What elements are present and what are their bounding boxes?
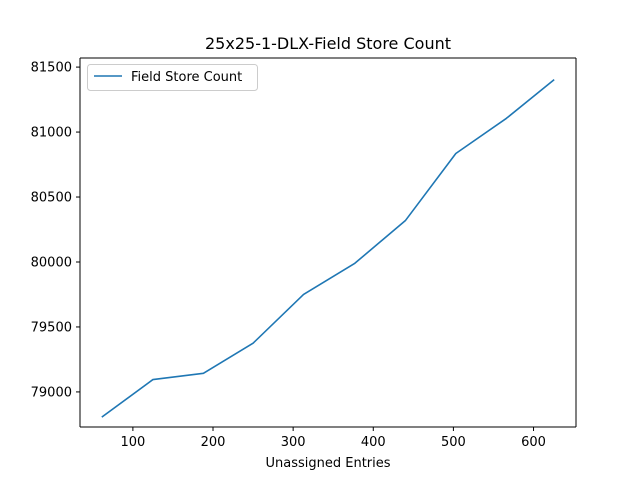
series-line-0 bbox=[101, 78, 555, 418]
y-tick-label: 80000 bbox=[31, 255, 72, 270]
chart-title: 25x25-1-DLX-Field Store Count bbox=[205, 34, 451, 53]
plot-background bbox=[80, 58, 576, 427]
x-tick-label: 300 bbox=[281, 435, 306, 450]
plot-area: 100 200 300 400 500 600 79000 79500 80000 80500 81… bbox=[31, 57, 577, 450]
legend: Field Store Count bbox=[87, 64, 258, 91]
legend-label: Field Store Count bbox=[131, 70, 242, 85]
x-tick-label: 200 bbox=[201, 435, 226, 450]
x-tick-label: 500 bbox=[441, 435, 466, 450]
x-tick-label: 400 bbox=[361, 435, 386, 450]
y-tick-label: 80500 bbox=[31, 191, 72, 206]
y-tick-label: 81000 bbox=[31, 126, 72, 141]
y-tick-label: 79000 bbox=[31, 385, 72, 400]
y-tick-label: 79500 bbox=[31, 320, 72, 335]
x-axis-label: Unassigned Entries bbox=[265, 456, 390, 471]
x-tick-label: 600 bbox=[521, 435, 546, 450]
y-tick-label: 81500 bbox=[31, 61, 72, 76]
legend-box bbox=[87, 64, 258, 91]
x-tick-label: 100 bbox=[120, 435, 145, 450]
